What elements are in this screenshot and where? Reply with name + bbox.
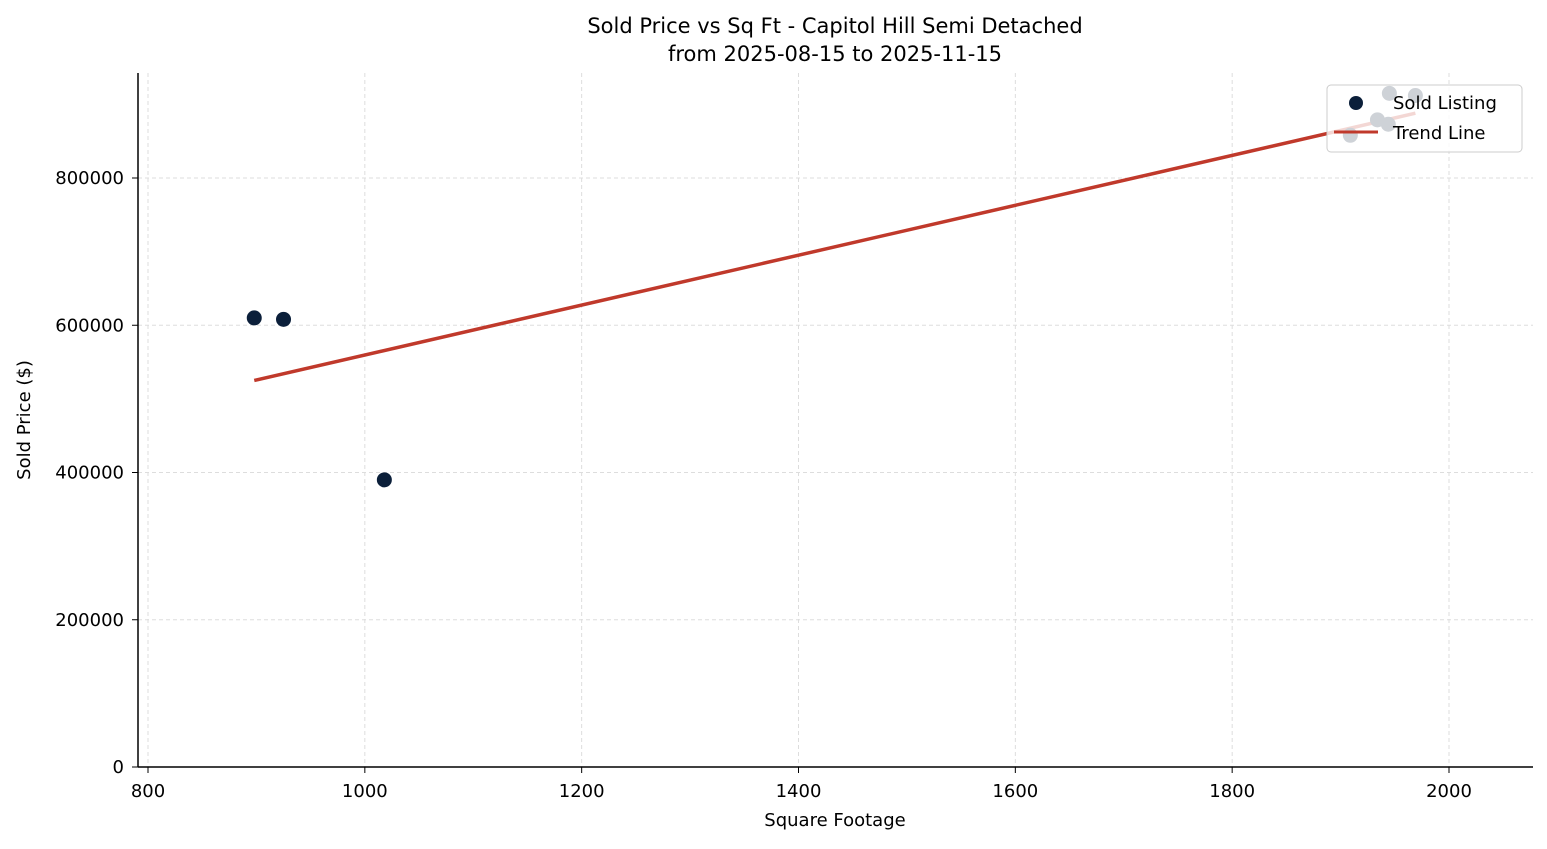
x-tick-label: 1800 — [1209, 781, 1255, 802]
data-point — [376, 472, 392, 488]
x-tick-label: 1400 — [776, 781, 822, 802]
x-tick-label: 1200 — [559, 781, 605, 802]
x-tick-label: 1000 — [342, 781, 388, 802]
chart-title: Sold Price vs Sq Ft - Capitol Hill Semi … — [587, 14, 1082, 38]
y-tick-label: 400000 — [55, 463, 124, 484]
y-tick-label: 0 — [113, 757, 124, 778]
trend-line — [253, 111, 1416, 383]
y-tick-label: 800000 — [55, 168, 124, 189]
data-point — [276, 311, 292, 327]
legend-marker-sold-listing — [1349, 96, 1363, 110]
x-tick-label: 1600 — [992, 781, 1038, 802]
legend-label-trend-line: Trend Line — [1392, 123, 1486, 144]
y-axis-label: Sold Price ($) — [14, 360, 35, 480]
legend-label-sold-listing: Sold Listing — [1393, 93, 1497, 114]
legend: Sold Listing Trend Line — [1326, 84, 1523, 153]
x-tick-label: 800 — [131, 781, 165, 802]
x-axis-label: Square Footage — [764, 810, 905, 831]
data-point — [246, 310, 262, 326]
x-tick-label: 2000 — [1426, 781, 1472, 802]
y-tick-label: 200000 — [55, 610, 124, 631]
y-tick-label: 600000 — [55, 315, 124, 336]
chart-subtitle: from 2025-08-15 to 2025-11-15 — [668, 42, 1002, 66]
